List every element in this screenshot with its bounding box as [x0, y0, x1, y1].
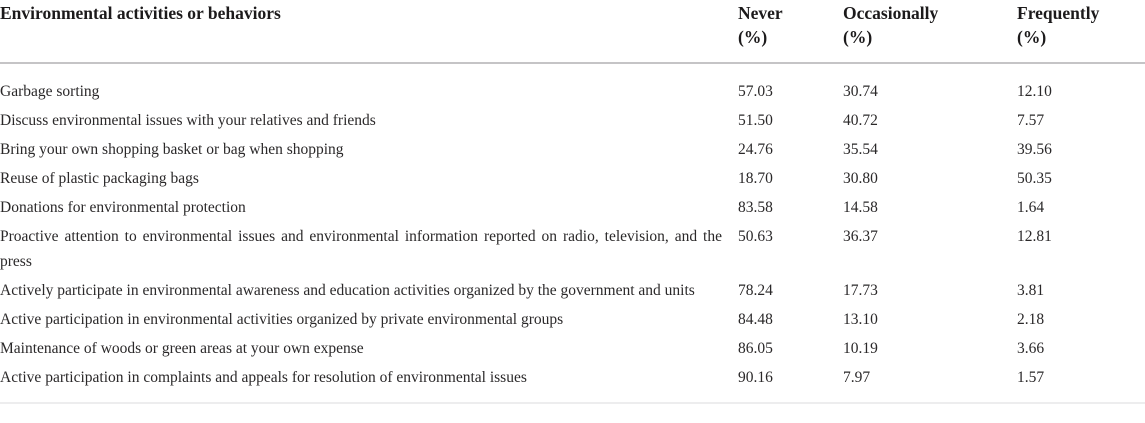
frequently-value: 7.57	[1017, 112, 1045, 129]
column-header-never-unit: (%)	[738, 27, 768, 47]
table-row: Active participation in complaints and a…	[0, 363, 1145, 403]
occasionally-value: 35.54	[843, 141, 878, 158]
table-row: Garbage sorting 57.03 30.74 12.10	[0, 63, 1145, 106]
frequently-value: 3.81	[1017, 282, 1045, 299]
activity-cell: Reuse of plastic packaging bags	[0, 170, 199, 187]
occasionally-value: 14.58	[843, 199, 878, 216]
frequently-value: 2.18	[1017, 311, 1045, 328]
activity-cell: Bring your own shopping basket or bag wh…	[0, 141, 344, 158]
table-row: Donations for environmental protection 8…	[0, 193, 1145, 222]
column-header-activities: Environmental activities or behaviors	[0, 0, 738, 64]
table-header-row: Environmental activities or behaviors Ne…	[0, 0, 1145, 64]
column-header-occasionally-label: Occasionally	[843, 3, 939, 23]
never-value: 18.70	[738, 170, 773, 187]
table-row: Discuss environmental issues with your r…	[0, 106, 1145, 135]
never-value: 90.16	[738, 369, 773, 386]
column-header-never-label: Never	[738, 3, 783, 23]
never-value: 86.05	[738, 340, 773, 357]
table-row: Bring your own shopping basket or bag wh…	[0, 135, 1145, 164]
occasionally-value: 13.10	[843, 311, 878, 328]
column-header-frequently: Frequently (%)	[1017, 0, 1145, 64]
never-value: 24.76	[738, 141, 773, 158]
occasionally-value: 36.37	[843, 228, 878, 245]
activity-cell: Donations for environmental protection	[0, 199, 246, 216]
activity-cell: Proactive attention to environmental iss…	[0, 228, 722, 270]
never-value: 83.58	[738, 199, 773, 216]
activity-cell: Garbage sorting	[0, 83, 100, 100]
activity-cell: Maintenance of woods or green areas at y…	[0, 340, 364, 357]
table-row: Reuse of plastic packaging bags 18.70 30…	[0, 164, 1145, 193]
occasionally-value: 10.19	[843, 340, 878, 357]
activity-cell: Active participation in complaints and a…	[0, 369, 527, 386]
frequently-value: 50.35	[1017, 170, 1052, 187]
never-value: 84.48	[738, 311, 773, 328]
environmental-behaviors-table: Environmental activities or behaviors Ne…	[0, 0, 1145, 404]
table-row: Actively participate in environmental aw…	[0, 276, 1145, 305]
occasionally-value: 30.74	[843, 83, 878, 100]
frequently-value: 3.66	[1017, 340, 1045, 357]
column-header-occasionally-unit: (%)	[843, 27, 873, 47]
column-header-activities-label: Environmental activities or behaviors	[0, 3, 281, 23]
occasionally-value: 40.72	[843, 112, 878, 129]
frequently-value: 1.57	[1017, 369, 1045, 386]
table-row: Maintenance of woods or green areas at y…	[0, 334, 1145, 363]
never-value: 78.24	[738, 282, 773, 299]
frequently-value: 12.81	[1017, 228, 1052, 245]
occasionally-value: 7.97	[843, 369, 871, 386]
frequently-value: 1.64	[1017, 199, 1045, 216]
never-value: 51.50	[738, 112, 773, 129]
column-header-frequently-label: Frequently	[1017, 3, 1100, 23]
frequently-value: 12.10	[1017, 83, 1052, 100]
activity-cell: Actively participate in environmental aw…	[0, 282, 695, 299]
table-row: Active participation in environmental ac…	[0, 305, 1145, 334]
occasionally-value: 30.80	[843, 170, 878, 187]
never-value: 50.63	[738, 228, 773, 245]
activity-cell: Active participation in environmental ac…	[0, 311, 564, 328]
column-header-frequently-unit: (%)	[1017, 27, 1047, 47]
frequently-value: 39.56	[1017, 141, 1052, 158]
activity-cell: Discuss environmental issues with your r…	[0, 112, 376, 129]
table-row: Proactive attention to environmental iss…	[0, 222, 1145, 276]
never-value: 57.03	[738, 83, 773, 100]
column-header-never: Never (%)	[738, 0, 843, 64]
occasionally-value: 17.73	[843, 282, 878, 299]
column-header-occasionally: Occasionally (%)	[843, 0, 1017, 64]
